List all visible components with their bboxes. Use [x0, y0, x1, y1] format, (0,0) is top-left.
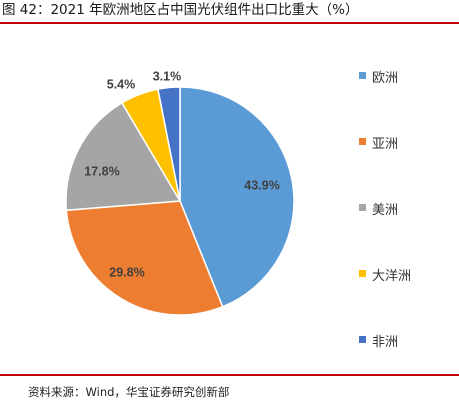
- pie-chart: 43.9% 29.8% 17.8% 5.4% 3.1%: [65, 69, 295, 316]
- top-divider: [0, 22, 459, 24]
- pie-slice-3: [65, 101, 182, 212]
- legend-item-4: 大洋洲: [359, 264, 412, 284]
- legend-item-3: 美洲: [359, 198, 399, 218]
- legend-swatch: [359, 335, 366, 343]
- source-note: 资料来源：Wind，华宝证券研究创新部: [28, 385, 230, 399]
- slice-label-5: 3.1%: [153, 69, 182, 83]
- slice-label-4: 5.4%: [107, 77, 136, 91]
- slice-label-3: 17.8%: [84, 164, 119, 178]
- slice-label-1: 43.9%: [244, 178, 279, 192]
- legend-swatch: [359, 137, 366, 145]
- legend-item-1: 欧洲: [359, 66, 399, 86]
- legend-item-5: 非洲: [359, 330, 399, 350]
- pie-slice-2: [65, 200, 224, 316]
- pie-slice-5: [157, 86, 181, 202]
- legend-label: 非洲: [372, 335, 399, 350]
- bottom-divider: [0, 374, 459, 376]
- figure-title: 图 42：2021 年欧洲地区占中国光伏组件出口比重大（%）: [2, 2, 359, 18]
- legend-item-2: 亚洲: [359, 132, 399, 152]
- legend-label: 欧洲: [372, 71, 399, 86]
- pie-slice-1: [179, 86, 295, 308]
- legend-label: 大洋洲: [372, 269, 412, 284]
- legend-label: 亚洲: [372, 137, 399, 152]
- legend-label: 美洲: [372, 203, 399, 218]
- legend-swatch: [359, 203, 366, 211]
- slice-label-2: 29.8%: [109, 265, 144, 279]
- legend-swatch: [359, 71, 366, 79]
- legend-swatch: [359, 269, 366, 277]
